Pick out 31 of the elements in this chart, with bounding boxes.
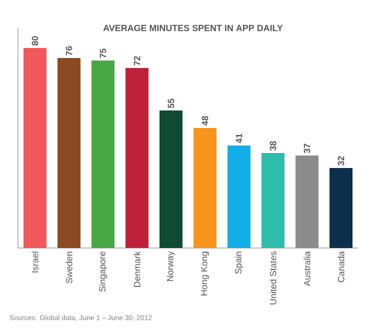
x-tick-label: Canada [338,251,344,282]
bar [262,153,285,248]
data-label: 41 [236,134,242,144]
data-label: 76 [66,46,72,56]
bar [228,146,251,248]
bar [296,156,319,248]
x-tick-label: Hong Kong [200,252,210,296]
x-tick-label: Norway [166,251,176,281]
x-tick-label: Singapore [98,252,108,292]
data-label: 48 [202,116,208,126]
bar [24,48,46,248]
x-tick-label: Spain [234,252,244,274]
data-label: 72 [134,56,140,66]
chart-title: AVERAGE MINUTES SPENT IN APP DAILY [103,24,283,32]
data-label: 32 [338,156,344,166]
data-label: 80 [32,36,38,46]
data-label: 55 [168,98,174,108]
x-tick-label: Sweden [66,252,72,284]
bar [58,58,80,248]
x-tick-label: Australia [304,251,310,286]
bar [330,168,353,248]
x-tick-label: United States [270,252,276,304]
data-label: 37 [304,144,310,154]
x-tick-label: Denmark [134,251,140,287]
bar [194,128,217,248]
bar [92,60,115,248]
bar [160,110,183,248]
bar [126,68,149,248]
x-tick-label: Israel [32,252,38,272]
data-label: 75 [100,48,106,58]
data-label: 38 [270,141,276,151]
